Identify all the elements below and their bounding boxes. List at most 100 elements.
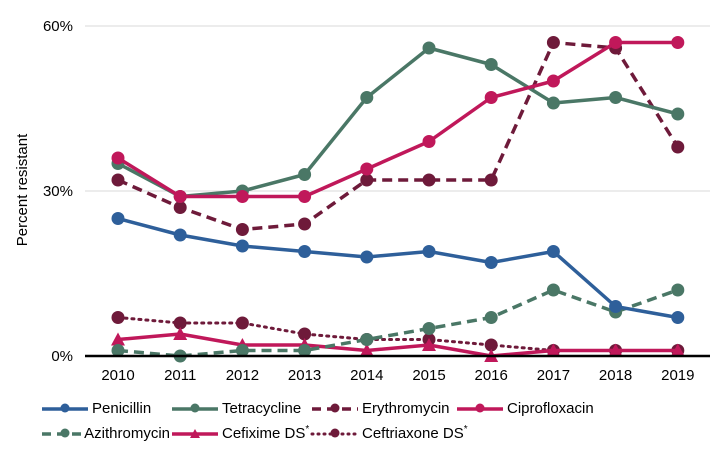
legend-item: Tetracycline — [170, 400, 310, 417]
x-axis-ticks: 2010 2011 2012 2013 2014 2015 2016 2017 2018 2019 — [101, 367, 694, 384]
data-point — [298, 217, 312, 231]
data-point — [111, 173, 125, 187]
data-point — [298, 327, 312, 341]
data-point — [173, 228, 187, 242]
y-axis-ticks: 0% 30% 60% — [43, 18, 73, 365]
data-point — [422, 245, 436, 258]
data-point — [111, 151, 125, 165]
data-point — [484, 173, 498, 187]
series-line — [117, 216, 679, 320]
legend-superscript: * — [463, 424, 468, 435]
data-point — [546, 36, 560, 49]
series-line — [117, 288, 679, 358]
x-tick-label: 2017 — [537, 367, 570, 384]
data-point — [173, 201, 187, 214]
legend-row: Penicillin Tetracycline Erythromycin Ciprof… — [40, 396, 727, 421]
data-point — [360, 91, 374, 104]
data-point — [360, 173, 374, 187]
data-point — [484, 256, 498, 269]
data-point — [671, 36, 685, 49]
legend-label: Ciprofloxacin — [507, 400, 594, 417]
legend-label: Tetracycline — [222, 400, 302, 417]
data-point — [671, 107, 685, 121]
data-point — [546, 283, 560, 297]
data-point — [298, 168, 312, 181]
data-point — [670, 343, 685, 357]
data-point — [235, 344, 249, 357]
legend-label: Cefixime DS* — [222, 424, 310, 443]
data-point — [671, 311, 685, 324]
gridlines — [85, 25, 710, 192]
line-chart: 0% 30% 60% Percent resistant 2010 2011 2012 2… — [14, 18, 710, 384]
series-line — [117, 332, 678, 358]
legend-item: Ceftriaxone DS* — [310, 425, 470, 442]
legend-swatch-icon — [42, 403, 88, 412]
legend-label: Erythromycin — [362, 400, 450, 417]
data-point — [298, 344, 312, 357]
data-point — [671, 283, 685, 297]
x-tick-label: 2010 — [101, 367, 134, 384]
data-point — [422, 173, 436, 187]
x-tick-label: 2014 — [350, 367, 383, 384]
data-point — [546, 245, 560, 258]
data-point — [546, 74, 560, 88]
data-point — [546, 96, 560, 110]
data-point — [671, 140, 685, 154]
series-ciprofloxacin — [111, 36, 685, 203]
legend-label: Ceftriaxone DS* — [362, 424, 468, 443]
series-group — [111, 36, 685, 363]
series-line — [117, 40, 680, 232]
x-tick-label: 2019 — [661, 367, 694, 384]
data-point — [360, 250, 374, 264]
data-point — [609, 91, 623, 104]
data-point — [173, 327, 188, 340]
series-erythromycin — [111, 36, 685, 236]
series-tetracycline — [111, 41, 685, 203]
data-point — [235, 190, 249, 203]
x-tick-label: 2013 — [288, 367, 321, 384]
x-tick-label: 2012 — [226, 367, 259, 384]
legend-swatch-icon — [310, 428, 360, 437]
data-point — [298, 245, 312, 258]
data-point — [111, 332, 125, 346]
data-point — [111, 212, 125, 225]
legend-row: Azithromycin Cefixime DS* Ceftriaxone DS* — [40, 421, 727, 446]
data-point — [484, 338, 498, 352]
data-point — [173, 316, 187, 330]
data-point — [173, 190, 187, 203]
y-axis-label: Percent resistant — [14, 133, 31, 246]
data-point — [235, 239, 249, 253]
legend-label: Penicillin — [92, 400, 152, 417]
data-point — [608, 343, 623, 357]
legend-item: Cefixime DS* — [170, 425, 310, 442]
series-line — [117, 40, 678, 199]
legend-item: Azithromycin — [40, 425, 170, 442]
legend-swatch-icon — [312, 403, 358, 412]
y-tick-label: 30% — [43, 183, 73, 200]
y-tick-label: 60% — [43, 18, 73, 35]
data-point — [484, 58, 498, 71]
data-point — [422, 322, 436, 335]
data-point — [484, 311, 498, 324]
data-point — [546, 343, 561, 357]
legend-label: Azithromycin — [84, 425, 170, 442]
x-tick-label: 2016 — [475, 367, 508, 384]
data-point — [235, 223, 249, 236]
legend-superscript: * — [305, 424, 310, 435]
data-point — [111, 311, 125, 324]
x-tick-label: 2018 — [599, 367, 632, 384]
legend-swatch-icon — [457, 403, 503, 412]
y-tick-label: 0% — [51, 348, 73, 365]
data-point — [359, 343, 374, 357]
legend-item: Ciprofloxacin — [455, 400, 605, 417]
data-point — [111, 344, 125, 357]
data-point — [298, 190, 312, 203]
x-tick-label: 2011 — [164, 367, 196, 384]
data-point — [609, 300, 623, 313]
legend-swatch-icon — [42, 428, 83, 437]
series-line — [117, 46, 679, 199]
data-point — [484, 91, 498, 104]
data-point — [422, 41, 436, 55]
data-point — [360, 333, 374, 346]
data-point — [360, 162, 374, 176]
